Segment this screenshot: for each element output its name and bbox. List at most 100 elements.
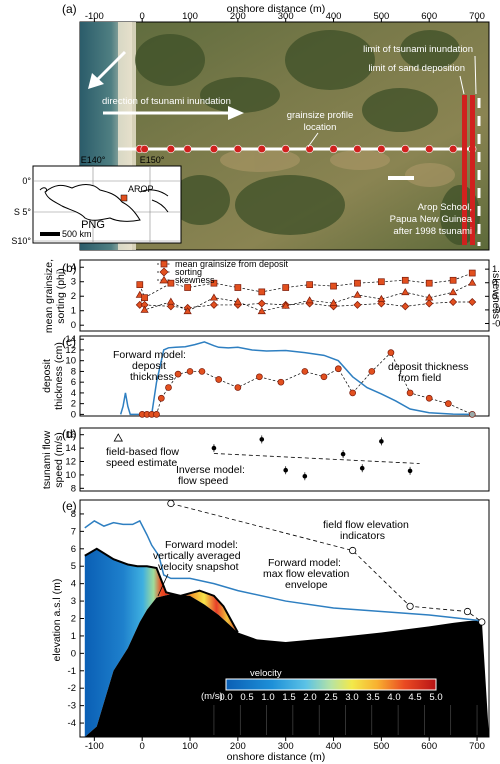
panel-c-frame (79, 335, 490, 417)
b-mean-point (378, 278, 385, 286)
north-arrow-shaft (93, 50, 127, 84)
colorbar-tick-label: 1.0 (261, 692, 274, 703)
inset-lat0: 0° (22, 176, 31, 186)
c-field-point (334, 365, 342, 373)
panel-d-frame (79, 427, 490, 492)
panel-c-ylabel-2: thickness (cm) (53, 342, 65, 410)
b-skewness-point (468, 278, 477, 286)
b-mean-point (354, 279, 361, 287)
e-x-tick-label: 300 (278, 741, 294, 752)
c-field-point (186, 368, 194, 375)
b-skewness-point (377, 294, 386, 302)
e-y-tick-label: -2 (68, 683, 76, 694)
inset-lon2: E150° (140, 155, 165, 165)
e-indicator-point (478, 618, 486, 626)
e-x-tick-label: 400 (326, 741, 342, 752)
b-mean-point (141, 294, 148, 302)
c-field-point (215, 376, 223, 383)
d-inverse-point (259, 437, 265, 442)
d-inverse-point (379, 439, 384, 444)
panel-e-xlabel: onshore distance (m) (227, 751, 326, 763)
b-mean-point (167, 279, 175, 287)
c-field-point (301, 368, 309, 375)
top-tick-label: 100 (182, 11, 198, 22)
b-sorting-point (425, 299, 434, 308)
panel-d-ticks: 8 10 12 14 16 (65, 430, 84, 494)
panel-d-ann-field-1: field-based flow (106, 446, 179, 458)
b-skewness-point (183, 307, 192, 315)
b-skewness-point (166, 297, 175, 305)
b-left-tick-label: 0 (71, 320, 76, 331)
b-mean-point (330, 282, 337, 290)
panel-e-ticks: -4 -3 -2 -1 0 1 2 3 4 5 6 7 8 -100 0 100 200 300 400 500 600… (68, 509, 485, 752)
colorbar-ticks: 0.0 0.5 1.0 1.5 2.0 2.5 3.0 3.5 4.0 4.5 5.0 (219, 692, 442, 703)
panel-a-top-axis-label: onshore distance (m) (227, 3, 326, 15)
e-y-tick-label: 4 (71, 579, 76, 590)
legend-sorting: sorting (175, 267, 202, 277)
b-sorting-line (139, 301, 473, 309)
panel-c-letter: (c) (62, 335, 76, 349)
colorbar-tick-label: 5.0 (429, 692, 442, 703)
panel-b-ylabel-right: skewness (490, 273, 500, 319)
panel-b-legend: mean grainsize from deposit sorting skew… (157, 259, 289, 285)
b-right-tick-label: -0.75 (492, 318, 500, 329)
e-y-tick-label: 6 (71, 544, 76, 555)
panel-c-ann-model-2: deposit (132, 360, 166, 372)
c-field-point (153, 411, 160, 418)
panel-d-ylabel-1: tsunami flow (41, 430, 53, 489)
panel-a: (a) onshore distance (m) -100 0 100 200 300 4… (11, 2, 490, 251)
top-tick-label: 200 (230, 11, 246, 22)
b-skewness-point (353, 290, 362, 298)
sample-point (140, 144, 149, 154)
c-field-point (234, 384, 242, 391)
panel-d-ann-inv-1: Inverse model: (176, 464, 245, 476)
d-tick-label: 8 (71, 483, 76, 494)
b-right-tick-label: 1.25 (492, 264, 500, 275)
b-sorting-point (166, 302, 175, 311)
e-y-tick-label: 2 (71, 614, 76, 625)
e-y-tick-label: 1 (71, 631, 76, 642)
sample-point (377, 144, 386, 154)
direction-arrow-head (228, 106, 244, 120)
d-tick-label: 12 (65, 457, 76, 468)
b-mean-point (258, 288, 266, 296)
e-y-tick-label: -4 (68, 718, 76, 729)
profile-label-1: grainsize profile (287, 110, 354, 121)
panel-e-ann-vel-leader (157, 573, 169, 597)
b-right-tick-label: -0.25 (492, 305, 500, 316)
c-tick-label: 14 (65, 334, 76, 345)
e-y-tick-label: -1 (68, 666, 76, 677)
legend-mean: mean grainsize from deposit (175, 259, 289, 269)
b-mean-point (184, 284, 191, 291)
top-tick-label: 700 (469, 11, 485, 22)
top-tick-label: 500 (373, 11, 389, 22)
c-tick-label: 12 (65, 345, 76, 356)
c-field-point (157, 394, 165, 402)
panel-c-ann-model-1: Forward model: (113, 349, 186, 361)
c-tick-label: 0 (71, 409, 76, 420)
panel-e-plot (80, 499, 489, 737)
sample-point (401, 144, 410, 154)
b-sorting-point (257, 299, 266, 308)
colorbar-tick-label: 2.5 (324, 692, 337, 703)
profile-label-2: location (304, 122, 337, 133)
colorbar-tick-label: 4.0 (387, 692, 400, 703)
panel-b: (b) mean grainsize, sorting (phi) skewne… (43, 259, 500, 333)
sample-point (281, 144, 290, 154)
c-field-point (277, 378, 285, 386)
arop-site-marker (120, 194, 128, 202)
panel-c-ylabel-1: deposit (41, 359, 53, 393)
colorbar-tick-label: 3.5 (366, 692, 379, 703)
top-tick-label: -100 (85, 11, 104, 22)
panel-d-ann-field-2: speed estimate (106, 457, 177, 469)
vegetation-patches (135, 30, 480, 245)
c-tick-label: 6 (71, 377, 76, 388)
school-building (388, 176, 414, 180)
top-tick-label: 300 (278, 11, 294, 22)
c-field-point (387, 349, 395, 356)
inset-site: AROP (128, 184, 154, 194)
b-mean-point (234, 284, 242, 291)
b-mean-point (425, 279, 433, 287)
c-field-point (349, 389, 357, 397)
c-field-point (320, 373, 328, 381)
